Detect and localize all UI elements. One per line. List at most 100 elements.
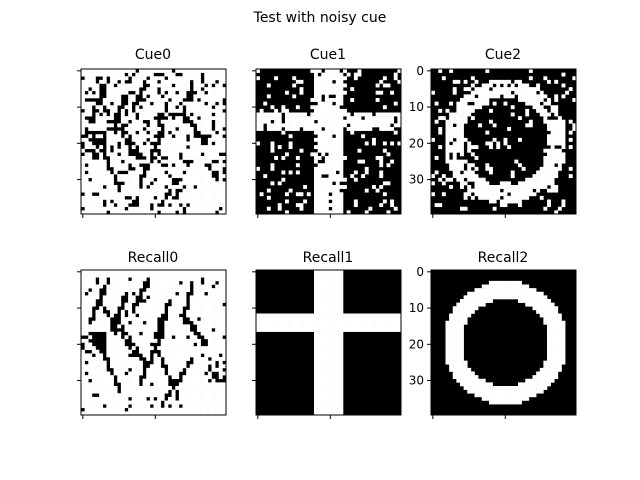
heatmap-cell bbox=[211, 199, 216, 204]
heatmap-cell bbox=[142, 123, 147, 128]
heatmap-cell bbox=[539, 309, 544, 314]
heatmap-cell bbox=[171, 400, 176, 405]
heatmap-cell bbox=[182, 389, 187, 394]
heatmap-cell bbox=[539, 185, 544, 189]
heatmap-cell bbox=[91, 295, 96, 300]
heatmap-cell bbox=[81, 360, 85, 365]
heatmap-cell bbox=[95, 317, 100, 322]
heatmap-cell bbox=[375, 188, 380, 193]
heatmap-cell bbox=[113, 299, 118, 303]
heatmap-cell bbox=[372, 116, 376, 121]
heatmap-cell bbox=[456, 338, 461, 343]
heatmap-cell bbox=[339, 199, 344, 204]
heatmap-cell bbox=[222, 69, 227, 73]
heatmap-cell bbox=[175, 328, 180, 332]
heatmap-cell bbox=[353, 177, 358, 182]
heatmap-cell bbox=[157, 299, 162, 303]
heatmap-cell bbox=[335, 317, 340, 322]
heatmap-cell bbox=[178, 137, 183, 142]
heatmap-cell bbox=[335, 353, 340, 358]
heatmap-cell bbox=[339, 148, 344, 153]
heatmap-cell bbox=[200, 320, 205, 325]
heatmap-cell bbox=[528, 291, 533, 296]
heatmap-cell bbox=[135, 382, 140, 387]
heatmap-cell bbox=[153, 123, 158, 128]
heatmap-cell bbox=[288, 145, 293, 150]
heatmap-cell bbox=[182, 277, 187, 282]
heatmap-cell bbox=[149, 76, 154, 81]
heatmap-cell bbox=[285, 313, 289, 318]
heatmap-cell bbox=[178, 79, 183, 84]
heatmap-cell bbox=[91, 284, 96, 289]
heatmap-cell bbox=[193, 87, 198, 92]
heatmap-cell bbox=[197, 360, 201, 365]
heatmap-cell bbox=[222, 393, 227, 398]
heatmap-cell bbox=[456, 346, 461, 351]
heatmap-cell bbox=[207, 105, 212, 110]
heatmap-cell bbox=[543, 166, 548, 171]
heatmap-cell bbox=[332, 313, 337, 318]
heatmap-cell bbox=[197, 389, 201, 394]
heatmap-cell bbox=[168, 134, 172, 139]
heatmap-cell bbox=[128, 313, 133, 318]
heatmap-cell bbox=[81, 181, 85, 186]
heatmap-cell bbox=[142, 130, 147, 135]
heatmap-cell bbox=[372, 137, 376, 142]
heatmap-cell bbox=[175, 367, 180, 372]
heatmap-cell bbox=[335, 105, 340, 110]
heatmap-cell bbox=[164, 338, 169, 343]
heatmap-cell bbox=[124, 152, 129, 157]
heatmap-cell bbox=[149, 79, 154, 84]
heatmap-cell bbox=[200, 148, 205, 153]
heatmap-cell bbox=[536, 181, 541, 186]
heatmap-cell bbox=[386, 328, 391, 332]
heatmap-cell bbox=[200, 94, 205, 99]
heatmap-cell bbox=[153, 360, 158, 365]
heatmap-cell bbox=[207, 273, 212, 278]
heatmap-cell bbox=[110, 83, 114, 88]
heatmap-cell bbox=[139, 170, 143, 175]
heatmap-cell bbox=[168, 72, 172, 77]
heatmap-cell bbox=[263, 101, 268, 106]
heatmap-cell bbox=[503, 393, 508, 398]
heatmap-cell bbox=[193, 353, 198, 358]
heatmap-cell bbox=[182, 324, 187, 329]
heatmap-cell bbox=[460, 360, 464, 365]
heatmap-cell bbox=[460, 159, 464, 164]
heatmap-cell bbox=[518, 87, 522, 92]
heatmap-cell bbox=[84, 83, 89, 88]
heatmap-cell bbox=[197, 87, 201, 92]
heatmap-cell bbox=[557, 163, 562, 168]
heatmap-cell bbox=[324, 181, 329, 186]
heatmap-cell bbox=[193, 393, 198, 398]
heatmap-cell bbox=[193, 148, 198, 153]
heatmap-cell bbox=[554, 364, 559, 369]
heatmap-cell bbox=[124, 349, 129, 354]
heatmap-cell bbox=[168, 116, 172, 121]
heatmap-cell bbox=[368, 116, 373, 121]
heatmap-cell bbox=[164, 134, 169, 139]
heatmap-cell bbox=[317, 349, 322, 354]
heatmap-cell bbox=[95, 364, 100, 369]
heatmap-cell bbox=[124, 288, 129, 293]
heatmap-cell bbox=[539, 90, 544, 95]
heatmap-cell bbox=[106, 273, 111, 278]
heatmap-cell bbox=[117, 195, 122, 200]
heatmap-cell bbox=[299, 116, 304, 121]
heatmap-cell bbox=[124, 76, 129, 81]
heatmap-cell bbox=[160, 295, 165, 300]
heatmap-cell bbox=[314, 130, 318, 135]
heatmap-cell bbox=[292, 127, 297, 131]
heatmap-cell bbox=[160, 206, 165, 211]
heatmap-cell bbox=[117, 134, 122, 139]
heatmap-cell bbox=[120, 108, 125, 113]
heatmap-cell bbox=[335, 101, 340, 106]
heatmap-cell bbox=[207, 400, 212, 405]
heatmap-cell bbox=[153, 280, 158, 285]
heatmap-cell bbox=[153, 320, 158, 325]
heatmap-cell bbox=[547, 203, 551, 208]
heatmap-cell bbox=[328, 163, 333, 168]
heatmap-cell bbox=[117, 375, 122, 380]
heatmap-cell bbox=[321, 328, 326, 332]
heatmap-cell bbox=[218, 349, 223, 354]
